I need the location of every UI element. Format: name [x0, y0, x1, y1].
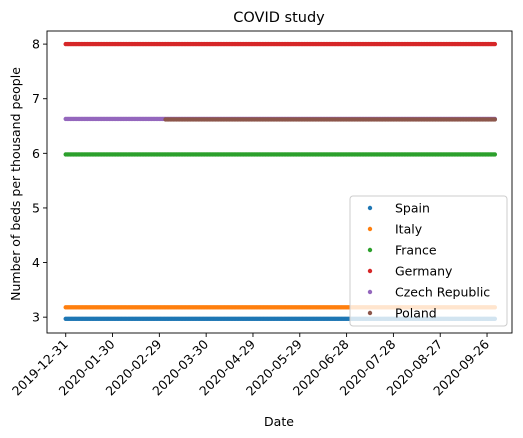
legend-marker [367, 289, 373, 295]
legend-marker [367, 205, 373, 211]
x-axis-title: Date [264, 414, 294, 429]
legend-entry: Czech Republic [395, 285, 490, 300]
y-axis-title: Number of beds per thousand people [8, 67, 23, 301]
legend-entry: Italy [395, 222, 423, 237]
y-tick-label: 4 [32, 255, 40, 270]
y-tick-label: 8 [32, 37, 40, 52]
legend-entry: France [395, 243, 437, 258]
series-france [63, 152, 498, 157]
chart-title: COVID study [233, 10, 325, 26]
series-germany [63, 41, 498, 47]
legend-marker [367, 226, 373, 232]
y-axis: 3 4 5 6 7 8 [32, 37, 47, 325]
legend-entry: Germany [395, 264, 453, 279]
legend-marker [367, 247, 373, 253]
x-axis: 2019-12-312020-01-302020-02-292020-03-30… [9, 333, 492, 398]
legend-box [349, 195, 508, 327]
legend: Spain Italy France Germany Czech Republic Pol… [349, 195, 508, 327]
legend-marker [367, 310, 373, 316]
legend-marker [367, 268, 373, 274]
y-tick-label: 6 [32, 146, 40, 161]
data-point [492, 117, 498, 122]
data-point [492, 41, 498, 47]
plot-frame [46, 30, 513, 334]
data-point [492, 152, 498, 157]
y-tick-label: 3 [32, 310, 40, 325]
series-poland [163, 117, 498, 122]
legend-entry: Spain [395, 201, 430, 216]
y-tick-label: 5 [32, 200, 40, 215]
legend-entry: Poland [395, 306, 437, 321]
y-tick-label: 7 [32, 91, 40, 106]
